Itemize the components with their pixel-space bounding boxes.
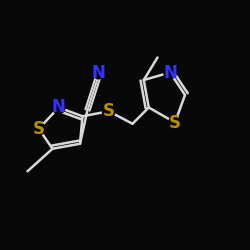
Text: N: N: [163, 64, 177, 82]
Circle shape: [52, 101, 65, 114]
Circle shape: [164, 66, 176, 79]
Text: S: S: [169, 114, 181, 132]
Text: S: S: [33, 120, 45, 138]
Circle shape: [102, 105, 115, 118]
Circle shape: [32, 122, 45, 135]
Circle shape: [169, 116, 181, 129]
Text: N: N: [52, 98, 66, 116]
Text: N: N: [92, 64, 106, 82]
Text: S: S: [103, 102, 115, 120]
Circle shape: [92, 66, 105, 79]
